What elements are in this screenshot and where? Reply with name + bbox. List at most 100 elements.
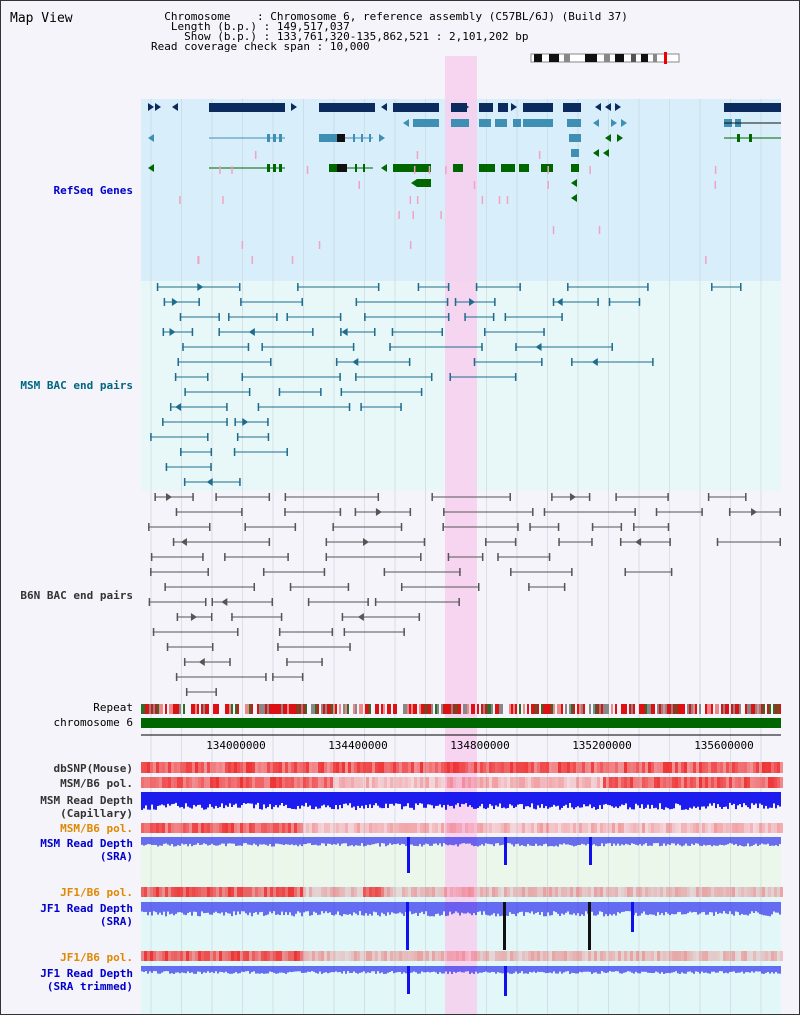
msm-bac-track[interactable] bbox=[150, 283, 742, 486]
heat-cell bbox=[480, 951, 483, 961]
depth-bar bbox=[541, 837, 543, 846]
heat-cell bbox=[753, 762, 756, 773]
depth-bar bbox=[213, 792, 215, 809]
label-msm-depth-capillary[interactable]: MSM Read Depth (Capillary) bbox=[40, 794, 133, 820]
depth-bar bbox=[655, 966, 657, 972]
depth-bar bbox=[483, 837, 485, 846]
repeat-element bbox=[593, 704, 595, 714]
label-refseq-genes[interactable]: RefSeq Genes bbox=[53, 184, 133, 197]
label-msm-bac[interactable]: MSM BAC end pairs bbox=[20, 379, 133, 392]
depth-bar bbox=[565, 792, 567, 805]
chromosome-bar[interactable] bbox=[141, 718, 781, 728]
depth-bar bbox=[175, 902, 177, 914]
depth-bar bbox=[315, 966, 317, 973]
repeat-track[interactable] bbox=[141, 704, 781, 714]
depth-bar bbox=[641, 966, 643, 972]
depth-bar bbox=[571, 902, 573, 915]
gene-exon bbox=[209, 103, 285, 112]
depth-bar bbox=[323, 902, 325, 914]
repeat-element bbox=[777, 704, 779, 714]
b6n-bac-track[interactable] bbox=[148, 493, 781, 696]
heat-cell bbox=[279, 887, 282, 897]
depth-bar bbox=[695, 792, 697, 809]
depth-bar bbox=[631, 966, 633, 973]
depth-bar bbox=[513, 966, 515, 974]
heat-cell bbox=[186, 777, 189, 788]
heat-cell bbox=[264, 762, 267, 773]
heat-cell bbox=[723, 823, 726, 833]
depth-bar bbox=[679, 966, 681, 974]
label-msm-depth-sra[interactable]: MSM Read Depth (SRA) bbox=[40, 837, 133, 863]
depth-bar bbox=[251, 902, 253, 917]
depth-bar bbox=[689, 837, 691, 846]
depth-bar bbox=[221, 837, 223, 844]
heat-cell bbox=[171, 887, 174, 897]
depth-bar bbox=[439, 837, 441, 844]
depth-bar bbox=[389, 792, 391, 804]
heat-cell bbox=[165, 951, 168, 961]
selection-highlight[interactable] bbox=[445, 56, 477, 1014]
depth-bar bbox=[715, 792, 717, 809]
depth-bar bbox=[307, 792, 309, 807]
refseq-genes-track[interactable] bbox=[148, 103, 781, 264]
bac-end bbox=[218, 328, 220, 336]
label-msm-b6-pol-sra[interactable]: MSM/B6 pol. bbox=[60, 822, 133, 835]
depth-bar bbox=[773, 837, 775, 846]
label-jf1-b6-pol[interactable]: JF1/B6 pol. bbox=[60, 886, 133, 899]
ideogram-band bbox=[549, 54, 559, 62]
repeat-element bbox=[577, 704, 579, 714]
depth-bar bbox=[615, 902, 617, 916]
depth-bar bbox=[745, 902, 747, 915]
bac-end bbox=[177, 358, 179, 366]
heat-cell bbox=[174, 777, 177, 788]
heat-cell bbox=[774, 823, 777, 833]
depth-bar bbox=[775, 966, 777, 972]
label-dbsnp[interactable]: dbSNP(Mouse) bbox=[53, 762, 133, 775]
depth-bar bbox=[549, 837, 551, 847]
depth-bar bbox=[217, 902, 219, 914]
heat-cell bbox=[213, 887, 216, 897]
repeat-element bbox=[709, 704, 711, 714]
label-jf1-depth-sra[interactable]: JF1 Read Depth (SRA) bbox=[40, 902, 133, 928]
bac-end bbox=[374, 598, 377, 606]
depth-bar bbox=[741, 902, 743, 914]
depth-bar bbox=[447, 902, 449, 916]
depth-bar bbox=[163, 792, 165, 806]
depth-bar bbox=[263, 902, 265, 916]
depth-bar bbox=[187, 837, 189, 847]
depth-bar bbox=[383, 966, 385, 974]
depth-bar bbox=[669, 902, 671, 916]
bac-end bbox=[169, 403, 172, 411]
label-b6n-bac[interactable]: B6N BAC end pairs bbox=[20, 589, 133, 602]
depth-bar bbox=[229, 966, 231, 974]
depth-bar bbox=[651, 792, 653, 805]
repeat-element bbox=[551, 704, 553, 714]
depth-bar bbox=[611, 837, 613, 847]
depth-bar bbox=[713, 966, 715, 972]
gene-exon bbox=[501, 164, 515, 172]
depth-bar bbox=[185, 902, 187, 916]
depth-bar bbox=[699, 792, 701, 810]
heat-cell bbox=[156, 823, 159, 833]
polymorphism-and-depth-tracks[interactable] bbox=[141, 762, 783, 996]
depth-bar bbox=[411, 966, 413, 973]
label-jf1-b6-pol-2[interactable]: JF1/B6 pol. bbox=[60, 951, 133, 964]
depth-bar bbox=[393, 902, 395, 914]
heat-cell bbox=[225, 777, 228, 788]
heat-cell bbox=[549, 777, 552, 788]
heat-cell bbox=[219, 951, 222, 961]
label-repeat[interactable]: Repeat bbox=[93, 701, 133, 714]
heat-cell bbox=[270, 887, 273, 897]
label-jf1-depth-trimmed[interactable]: JF1 Read Depth (SRA trimmed) bbox=[40, 967, 133, 993]
chromosome-ideogram[interactable] bbox=[530, 52, 680, 64]
heat-cell bbox=[672, 951, 675, 961]
depth-bar bbox=[477, 837, 479, 847]
label-chromosome[interactable]: chromosome 6 bbox=[53, 716, 133, 729]
depth-bar bbox=[595, 792, 597, 810]
heat-cell bbox=[597, 762, 600, 773]
heat-cell bbox=[453, 951, 456, 961]
bac-end bbox=[174, 373, 177, 381]
label-msm-b6-pol[interactable]: MSM/B6 pol. bbox=[60, 777, 133, 790]
